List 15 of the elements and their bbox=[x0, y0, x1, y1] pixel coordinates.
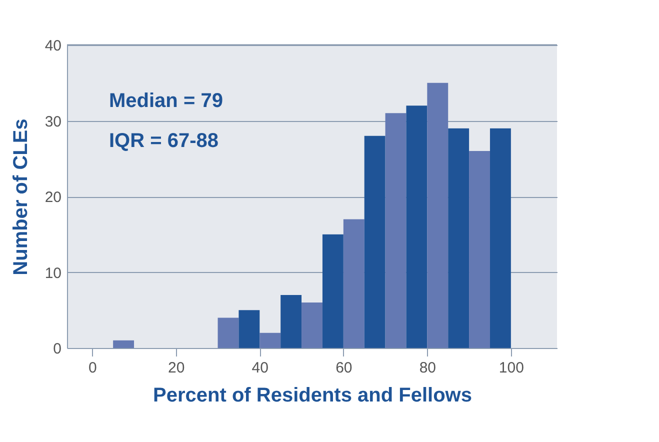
y-tick-label: 40 bbox=[44, 38, 62, 54]
x-tick-label: 0 bbox=[88, 360, 97, 376]
x-tick-label: 20 bbox=[168, 360, 185, 376]
y-tick-label: 20 bbox=[44, 189, 62, 206]
annotation: Median = 79 bbox=[109, 90, 223, 112]
y-tick-label: 10 bbox=[44, 264, 62, 282]
y-axis-title: Number of CLEs bbox=[10, 118, 32, 276]
x-tick-label: 40 bbox=[252, 360, 268, 376]
annotation: IQR = 67-88 bbox=[109, 130, 219, 152]
x-tick-label: 80 bbox=[419, 360, 436, 376]
x-axis-title: Percent of Residents and Fellows bbox=[153, 384, 472, 406]
x-tick-label: 60 bbox=[336, 360, 352, 376]
x-tick-label: 100 bbox=[498, 360, 524, 376]
y-tick-label: 30 bbox=[44, 113, 62, 130]
y-tick-label: 0 bbox=[53, 340, 62, 358]
